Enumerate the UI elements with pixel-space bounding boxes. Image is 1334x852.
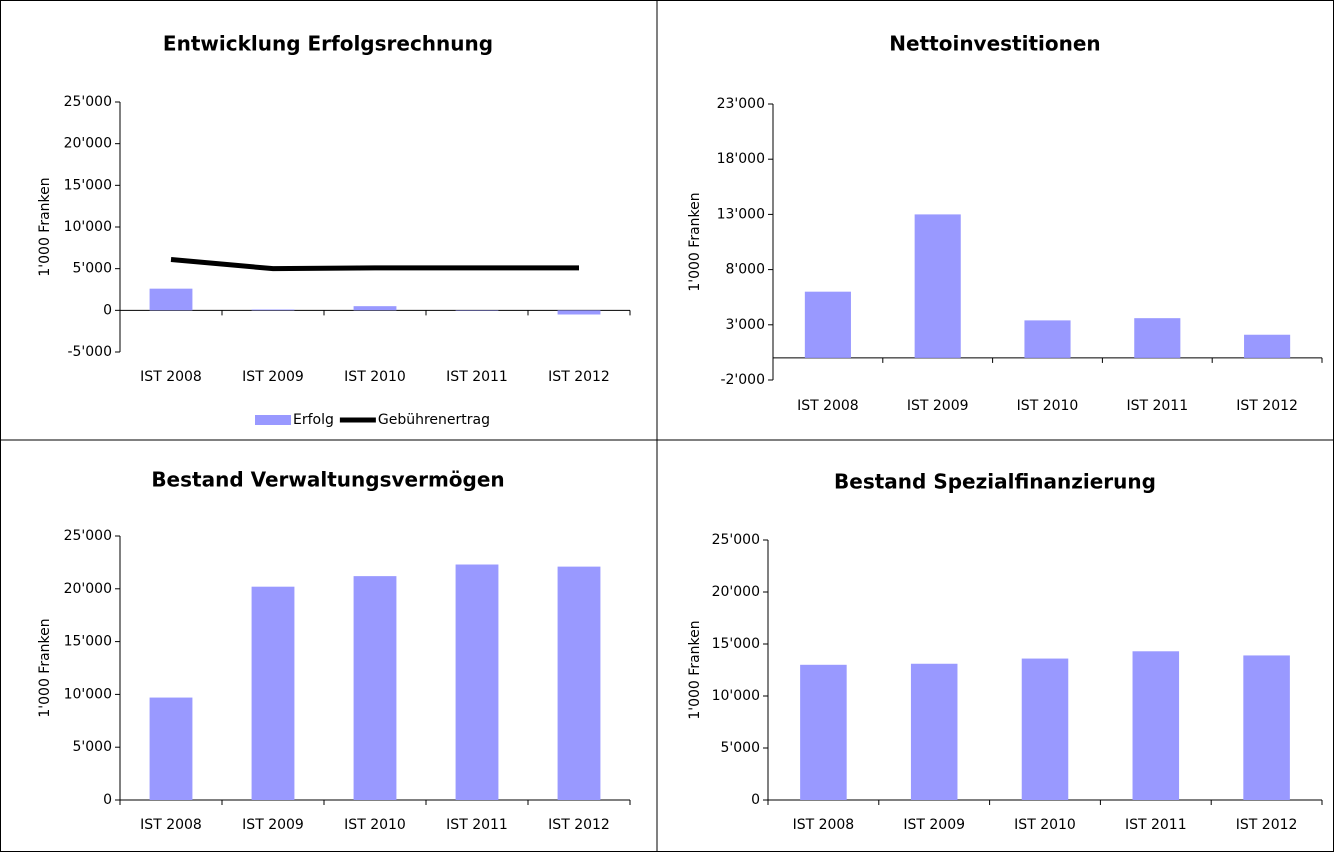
y-tick-label: 15'000 bbox=[64, 634, 112, 650]
x-tick-label: IST 2010 bbox=[344, 369, 406, 385]
bar bbox=[455, 564, 499, 800]
x-tick-label: IST 2010 bbox=[1014, 817, 1076, 833]
bar bbox=[800, 664, 847, 800]
bar bbox=[804, 291, 851, 358]
bar bbox=[353, 306, 397, 311]
y-tick-label: 5'000 bbox=[721, 740, 760, 756]
y-tick-label: -5'000 bbox=[67, 344, 112, 360]
y-tick-label: 10'000 bbox=[64, 686, 112, 702]
x-tick-label: IST 2011 bbox=[446, 817, 508, 833]
y-tick-label: 5'000 bbox=[73, 261, 112, 277]
bar bbox=[353, 576, 397, 800]
x-tick-label: IST 2009 bbox=[907, 398, 969, 414]
bar bbox=[1243, 655, 1290, 800]
y-tick-label: 8'000 bbox=[726, 262, 765, 278]
y-tick-label: 10'000 bbox=[712, 688, 760, 704]
y-tick-label: 15'000 bbox=[64, 177, 112, 193]
y-tick-label: 3'000 bbox=[726, 317, 765, 333]
chart-title: Bestand Spezialfinanzierung bbox=[834, 470, 1156, 494]
bar bbox=[557, 566, 601, 800]
y-tick-label: 25'000 bbox=[64, 528, 112, 544]
x-tick-label: IST 2008 bbox=[793, 817, 855, 833]
y-tick-label: 0 bbox=[103, 302, 112, 318]
bar bbox=[251, 586, 295, 800]
y-axis-label: 1'000 Franken bbox=[687, 620, 703, 719]
line bbox=[170, 257, 579, 272]
y-tick-label: 20'000 bbox=[64, 581, 112, 597]
bar bbox=[557, 310, 601, 315]
y-tick-label: 10'000 bbox=[64, 219, 112, 235]
chart-title: Nettoinvestitionen bbox=[889, 32, 1100, 56]
y-tick-label: 18'000 bbox=[717, 151, 765, 167]
x-tick-label: IST 2010 bbox=[1017, 398, 1079, 414]
bar bbox=[455, 310, 499, 311]
y-tick-label: 0 bbox=[751, 792, 760, 808]
bar bbox=[1134, 318, 1181, 358]
y-tick-label: 23'000 bbox=[717, 96, 765, 112]
x-tick-label: IST 2008 bbox=[140, 369, 202, 385]
x-tick-label: IST 2012 bbox=[548, 369, 610, 385]
y-tick-label: 25'000 bbox=[64, 94, 112, 110]
y-axis-label: 1'000 Franken bbox=[37, 618, 53, 717]
y-tick-label: -2'000 bbox=[720, 372, 765, 388]
x-tick-label: IST 2010 bbox=[344, 817, 406, 833]
y-tick-label: 20'000 bbox=[64, 136, 112, 152]
x-tick-label: IST 2011 bbox=[1126, 398, 1188, 414]
y-tick-label: 5'000 bbox=[73, 739, 112, 755]
x-tick-label: IST 2009 bbox=[903, 817, 965, 833]
chart-title: Bestand Verwaltungsvermögen bbox=[151, 468, 504, 492]
x-tick-label: IST 2011 bbox=[1125, 817, 1187, 833]
x-tick-label: IST 2009 bbox=[242, 817, 304, 833]
x-tick-label: IST 2008 bbox=[797, 398, 859, 414]
legend-label: Erfolg bbox=[293, 412, 334, 428]
legend-label: Gebührenertrag bbox=[378, 412, 490, 428]
x-tick-label: IST 2012 bbox=[1236, 398, 1298, 414]
y-tick-label: 20'000 bbox=[712, 584, 760, 600]
chart-title: Entwicklung Erfolgsrechnung bbox=[163, 32, 493, 56]
bar bbox=[149, 288, 193, 311]
y-tick-label: 25'000 bbox=[712, 532, 760, 548]
x-tick-label: IST 2009 bbox=[242, 369, 304, 385]
bar bbox=[910, 663, 958, 800]
x-tick-label: IST 2011 bbox=[446, 369, 508, 385]
y-tick-label: 0 bbox=[103, 792, 112, 808]
y-axis-label: 1'000 Franken bbox=[37, 177, 53, 276]
bar bbox=[1024, 320, 1071, 358]
bar bbox=[914, 214, 961, 358]
x-tick-label: IST 2012 bbox=[548, 817, 610, 833]
x-tick-label: IST 2012 bbox=[1236, 817, 1298, 833]
bar bbox=[1132, 651, 1180, 800]
y-tick-label: 13'000 bbox=[717, 206, 765, 222]
y-tick-label: 15'000 bbox=[712, 636, 760, 652]
bar bbox=[149, 697, 193, 800]
bar bbox=[1244, 334, 1291, 358]
x-tick-label: IST 2008 bbox=[140, 817, 202, 833]
y-axis-label: 1'000 Franken bbox=[687, 192, 703, 291]
legend-swatch bbox=[255, 415, 291, 425]
bar bbox=[251, 309, 295, 311]
bar bbox=[1021, 658, 1069, 800]
